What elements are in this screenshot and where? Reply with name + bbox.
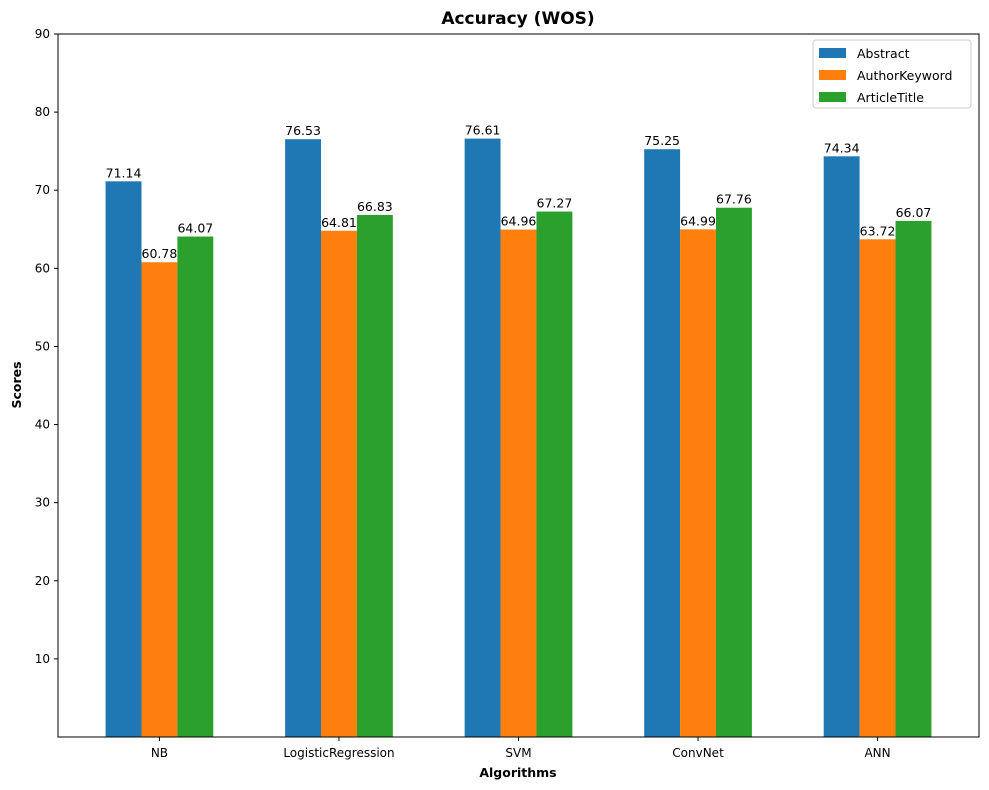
legend-label-authorkeyword: AuthorKeyword — [857, 68, 952, 83]
legend-box — [812, 39, 972, 109]
legend-swatch-articletitle — [819, 92, 846, 102]
value-label: 64.96 — [501, 214, 537, 229]
value-label: 64.99 — [680, 213, 716, 228]
value-label: 66.83 — [357, 199, 393, 214]
legend-swatch-authorkeyword — [819, 70, 846, 80]
value-label: 66.07 — [896, 205, 932, 220]
x-tick-label: ConvNet — [672, 746, 724, 760]
x-tick-label: SVM — [505, 746, 531, 760]
legend-label-abstract: Abstract — [857, 46, 910, 61]
bar-authorkeyword-nb — [141, 262, 178, 737]
y-tick-label: 80 — [35, 105, 50, 119]
bars-layer — [105, 138, 932, 738]
bar-articletitle-nb — [177, 236, 214, 738]
y-tick-label: 10 — [35, 652, 50, 666]
y-tick-label: 50 — [35, 339, 50, 353]
bar-articletitle-convnet — [715, 207, 752, 738]
y-axis-title: Scores — [9, 361, 24, 408]
x-tick-label: ANN — [864, 746, 890, 760]
y-tick-label: 60 — [35, 261, 50, 275]
value-label: 67.76 — [716, 192, 752, 207]
y-tick-label: 40 — [35, 418, 50, 432]
legend-swatch-abstract — [819, 48, 846, 58]
bar-authorkeyword-logisticregression — [321, 230, 357, 737]
plot-frame — [57, 33, 980, 738]
value-label: 67.27 — [537, 196, 573, 211]
x-tick-label: NB — [151, 746, 168, 760]
value-label: 74.34 — [824, 140, 860, 155]
bar-authorkeyword-convnet — [680, 229, 716, 738]
bar-articletitle-svm — [536, 211, 573, 738]
y-tick-label: 30 — [35, 496, 50, 510]
bar-abstract-logisticregression — [285, 139, 322, 738]
legend-label-articletitle: ArticleTitle — [857, 90, 924, 105]
axes-layer: NB LogisticRegression SVM ConvNet ANN 10 20 30 4… — [35, 27, 980, 760]
bar-abstract-nb — [105, 181, 142, 737]
value-label: 75.25 — [644, 133, 680, 148]
y-tick-label: 90 — [35, 27, 50, 41]
x-axis-title: Algorithms — [479, 765, 556, 780]
bar-abstract-ann — [823, 156, 860, 737]
bar-abstract-svm — [464, 138, 501, 738]
bar-abstract-convnet — [644, 149, 681, 737]
legend: Abstract AuthorKeyword ArticleTitle — [812, 39, 972, 109]
value-label: 63.72 — [860, 223, 896, 238]
value-label: 76.53 — [285, 123, 321, 138]
x-tick-label: LogisticRegression — [283, 746, 394, 760]
y-tick-label: 70 — [35, 183, 50, 197]
value-label: 71.14 — [106, 165, 142, 180]
bar-articletitle-ann — [895, 220, 932, 738]
chart-title: Accuracy (WOS) — [441, 9, 594, 29]
bar-articletitle-logisticregression — [356, 214, 393, 738]
bar-authorkeyword-svm — [500, 229, 537, 737]
value-label: 64.07 — [177, 221, 213, 236]
value-label: 76.61 — [465, 123, 501, 138]
y-tick-label: 20 — [35, 574, 50, 588]
value-label: 60.78 — [142, 246, 178, 261]
bar-authorkeyword-ann — [859, 239, 896, 737]
value-label: 64.81 — [321, 215, 357, 230]
